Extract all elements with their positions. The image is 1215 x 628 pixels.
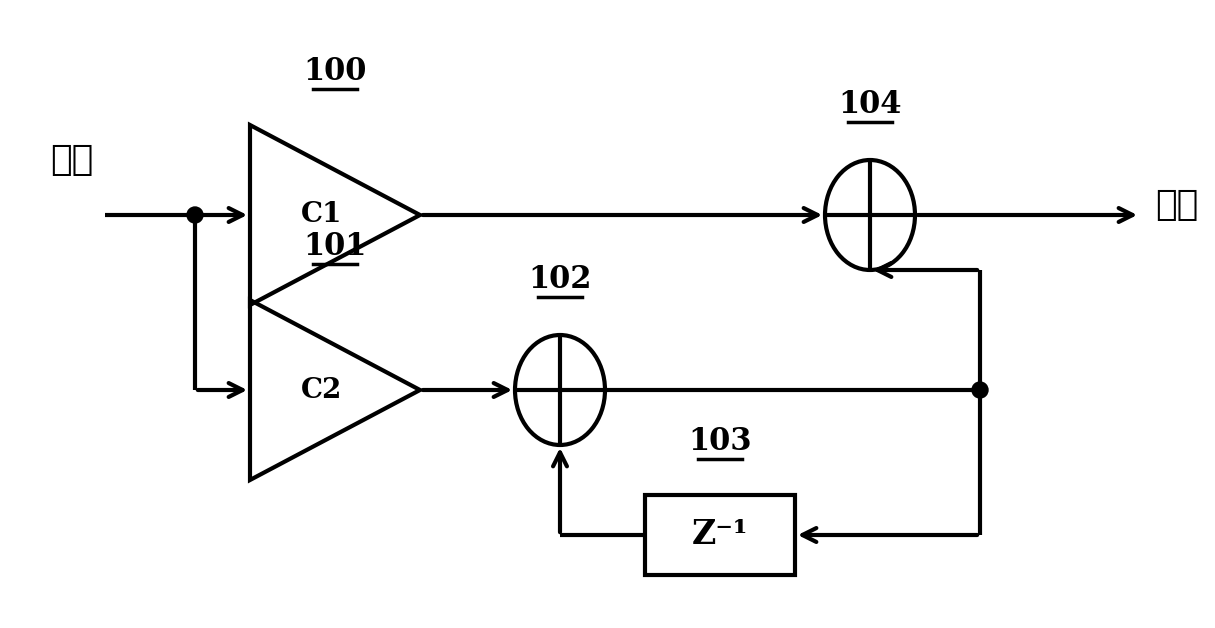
Circle shape <box>972 382 988 398</box>
Text: C2: C2 <box>300 377 343 404</box>
Text: 101: 101 <box>304 231 367 262</box>
Text: 104: 104 <box>838 89 902 120</box>
Circle shape <box>187 207 203 223</box>
Text: 100: 100 <box>304 56 367 87</box>
Text: C1: C1 <box>300 202 343 229</box>
Text: Z⁻¹: Z⁻¹ <box>691 519 748 551</box>
Text: 103: 103 <box>688 426 752 457</box>
Text: 输入: 输入 <box>50 143 94 177</box>
Text: 输出: 输出 <box>1155 188 1198 222</box>
Bar <box>645 495 795 575</box>
Text: 102: 102 <box>529 264 592 295</box>
